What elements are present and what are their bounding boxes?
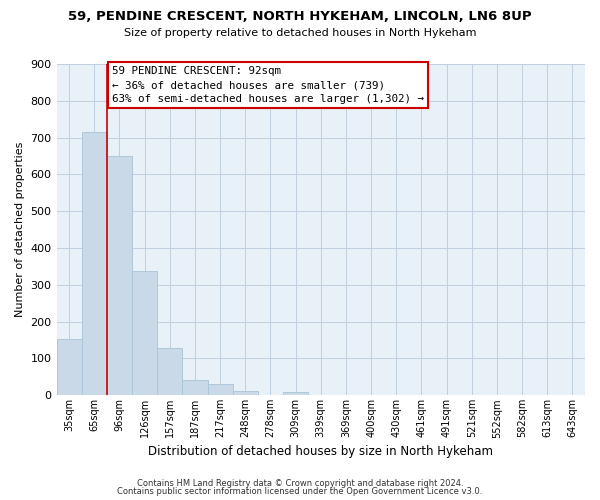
Text: Contains public sector information licensed under the Open Government Licence v3: Contains public sector information licen…: [118, 487, 482, 496]
Text: 59, PENDINE CRESCENT, NORTH HYKEHAM, LINCOLN, LN6 8UP: 59, PENDINE CRESCENT, NORTH HYKEHAM, LIN…: [68, 10, 532, 23]
Bar: [157, 348, 182, 396]
Bar: [208, 384, 233, 396]
X-axis label: Distribution of detached houses by size in North Hykeham: Distribution of detached houses by size …: [148, 444, 493, 458]
Bar: [82, 132, 107, 396]
Text: Size of property relative to detached houses in North Hykeham: Size of property relative to detached ho…: [124, 28, 476, 38]
Text: 59 PENDINE CRESCENT: 92sqm
← 36% of detached houses are smaller (739)
63% of sem: 59 PENDINE CRESCENT: 92sqm ← 36% of deta…: [112, 66, 424, 104]
Bar: [233, 391, 258, 396]
Bar: [182, 380, 208, 396]
Bar: [132, 271, 157, 396]
Text: Contains HM Land Registry data © Crown copyright and database right 2024.: Contains HM Land Registry data © Crown c…: [137, 478, 463, 488]
Bar: [283, 392, 308, 396]
Bar: [56, 340, 82, 396]
Y-axis label: Number of detached properties: Number of detached properties: [15, 142, 25, 318]
Bar: [107, 156, 132, 396]
